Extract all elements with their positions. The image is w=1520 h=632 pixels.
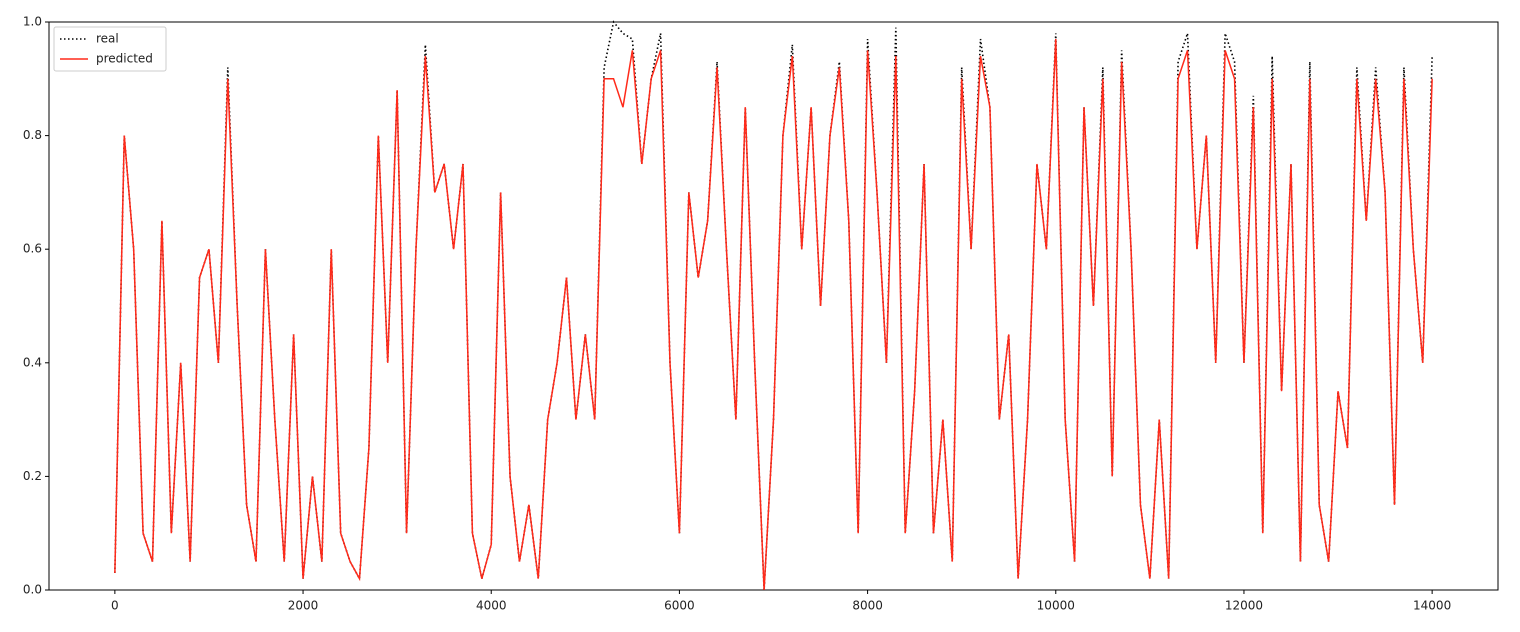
legend-box — [53, 26, 167, 72]
y-tick-label: 0.0 — [23, 583, 42, 597]
x-tick-label: 6000 — [664, 599, 695, 613]
legend-label: real — [96, 32, 119, 46]
x-tick-label: 8000 — [852, 599, 883, 613]
series-line — [114, 39, 1433, 591]
y-tick-label: 0.2 — [23, 469, 42, 483]
x-tick-label: 14000 — [1413, 599, 1451, 613]
y-tick-label: 0.4 — [23, 355, 42, 369]
x-tick-label: 2000 — [288, 599, 319, 613]
x-tick-label: 12000 — [1225, 599, 1263, 613]
x-tick-label: 10000 — [1037, 599, 1075, 613]
series-line — [114, 20, 1433, 591]
plot-frame — [48, 21, 1499, 591]
y-tick-label: 0.8 — [23, 128, 42, 142]
x-tick-label: 0 — [111, 599, 119, 613]
legend-label: predicted — [96, 52, 153, 66]
x-tick-label: 4000 — [476, 599, 507, 613]
y-tick-label: 1.0 — [23, 15, 42, 29]
y-tick-label: 0.6 — [23, 242, 42, 256]
